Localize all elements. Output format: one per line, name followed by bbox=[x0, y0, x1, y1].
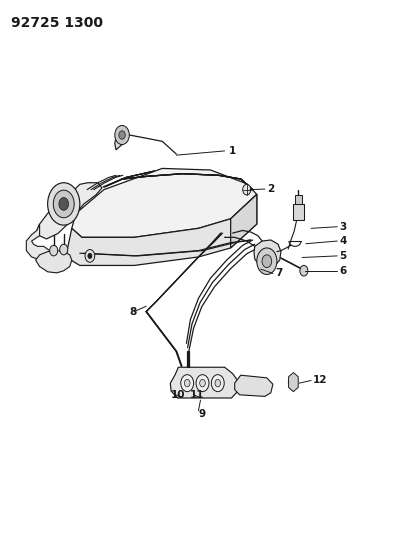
Text: 12: 12 bbox=[313, 375, 328, 385]
Polygon shape bbox=[37, 183, 102, 239]
Circle shape bbox=[262, 255, 272, 268]
Circle shape bbox=[196, 375, 209, 392]
Circle shape bbox=[257, 248, 277, 274]
Text: 92725 1300: 92725 1300 bbox=[11, 15, 103, 30]
Circle shape bbox=[184, 379, 190, 387]
Text: 10: 10 bbox=[171, 390, 185, 400]
Bar bbox=[294, 195, 302, 205]
Polygon shape bbox=[254, 240, 281, 268]
Circle shape bbox=[50, 245, 58, 256]
Circle shape bbox=[88, 253, 92, 259]
Circle shape bbox=[200, 379, 205, 387]
Circle shape bbox=[59, 198, 68, 211]
Text: 5: 5 bbox=[339, 251, 347, 261]
Polygon shape bbox=[26, 224, 50, 260]
Text: 6: 6 bbox=[339, 266, 347, 276]
Text: 1: 1 bbox=[229, 146, 236, 156]
Circle shape bbox=[243, 184, 251, 195]
Circle shape bbox=[215, 379, 221, 387]
Circle shape bbox=[181, 375, 194, 392]
Circle shape bbox=[85, 249, 95, 262]
Polygon shape bbox=[66, 195, 257, 265]
Polygon shape bbox=[171, 367, 239, 398]
Circle shape bbox=[300, 265, 308, 276]
Polygon shape bbox=[231, 195, 257, 248]
Polygon shape bbox=[234, 375, 273, 397]
Circle shape bbox=[115, 125, 129, 144]
Circle shape bbox=[53, 190, 74, 217]
Text: 9: 9 bbox=[198, 409, 206, 419]
Bar bbox=[292, 205, 304, 220]
Polygon shape bbox=[72, 168, 257, 237]
Text: 2: 2 bbox=[267, 184, 274, 194]
Text: 3: 3 bbox=[339, 222, 347, 232]
Text: 4: 4 bbox=[339, 236, 347, 246]
Polygon shape bbox=[36, 251, 72, 273]
Circle shape bbox=[60, 244, 68, 255]
Polygon shape bbox=[289, 373, 298, 392]
Polygon shape bbox=[115, 127, 128, 150]
Text: 8: 8 bbox=[129, 306, 136, 317]
Text: 11: 11 bbox=[190, 390, 204, 400]
Text: 7: 7 bbox=[275, 269, 282, 278]
Circle shape bbox=[48, 183, 80, 225]
Circle shape bbox=[119, 131, 125, 139]
Circle shape bbox=[211, 375, 224, 392]
